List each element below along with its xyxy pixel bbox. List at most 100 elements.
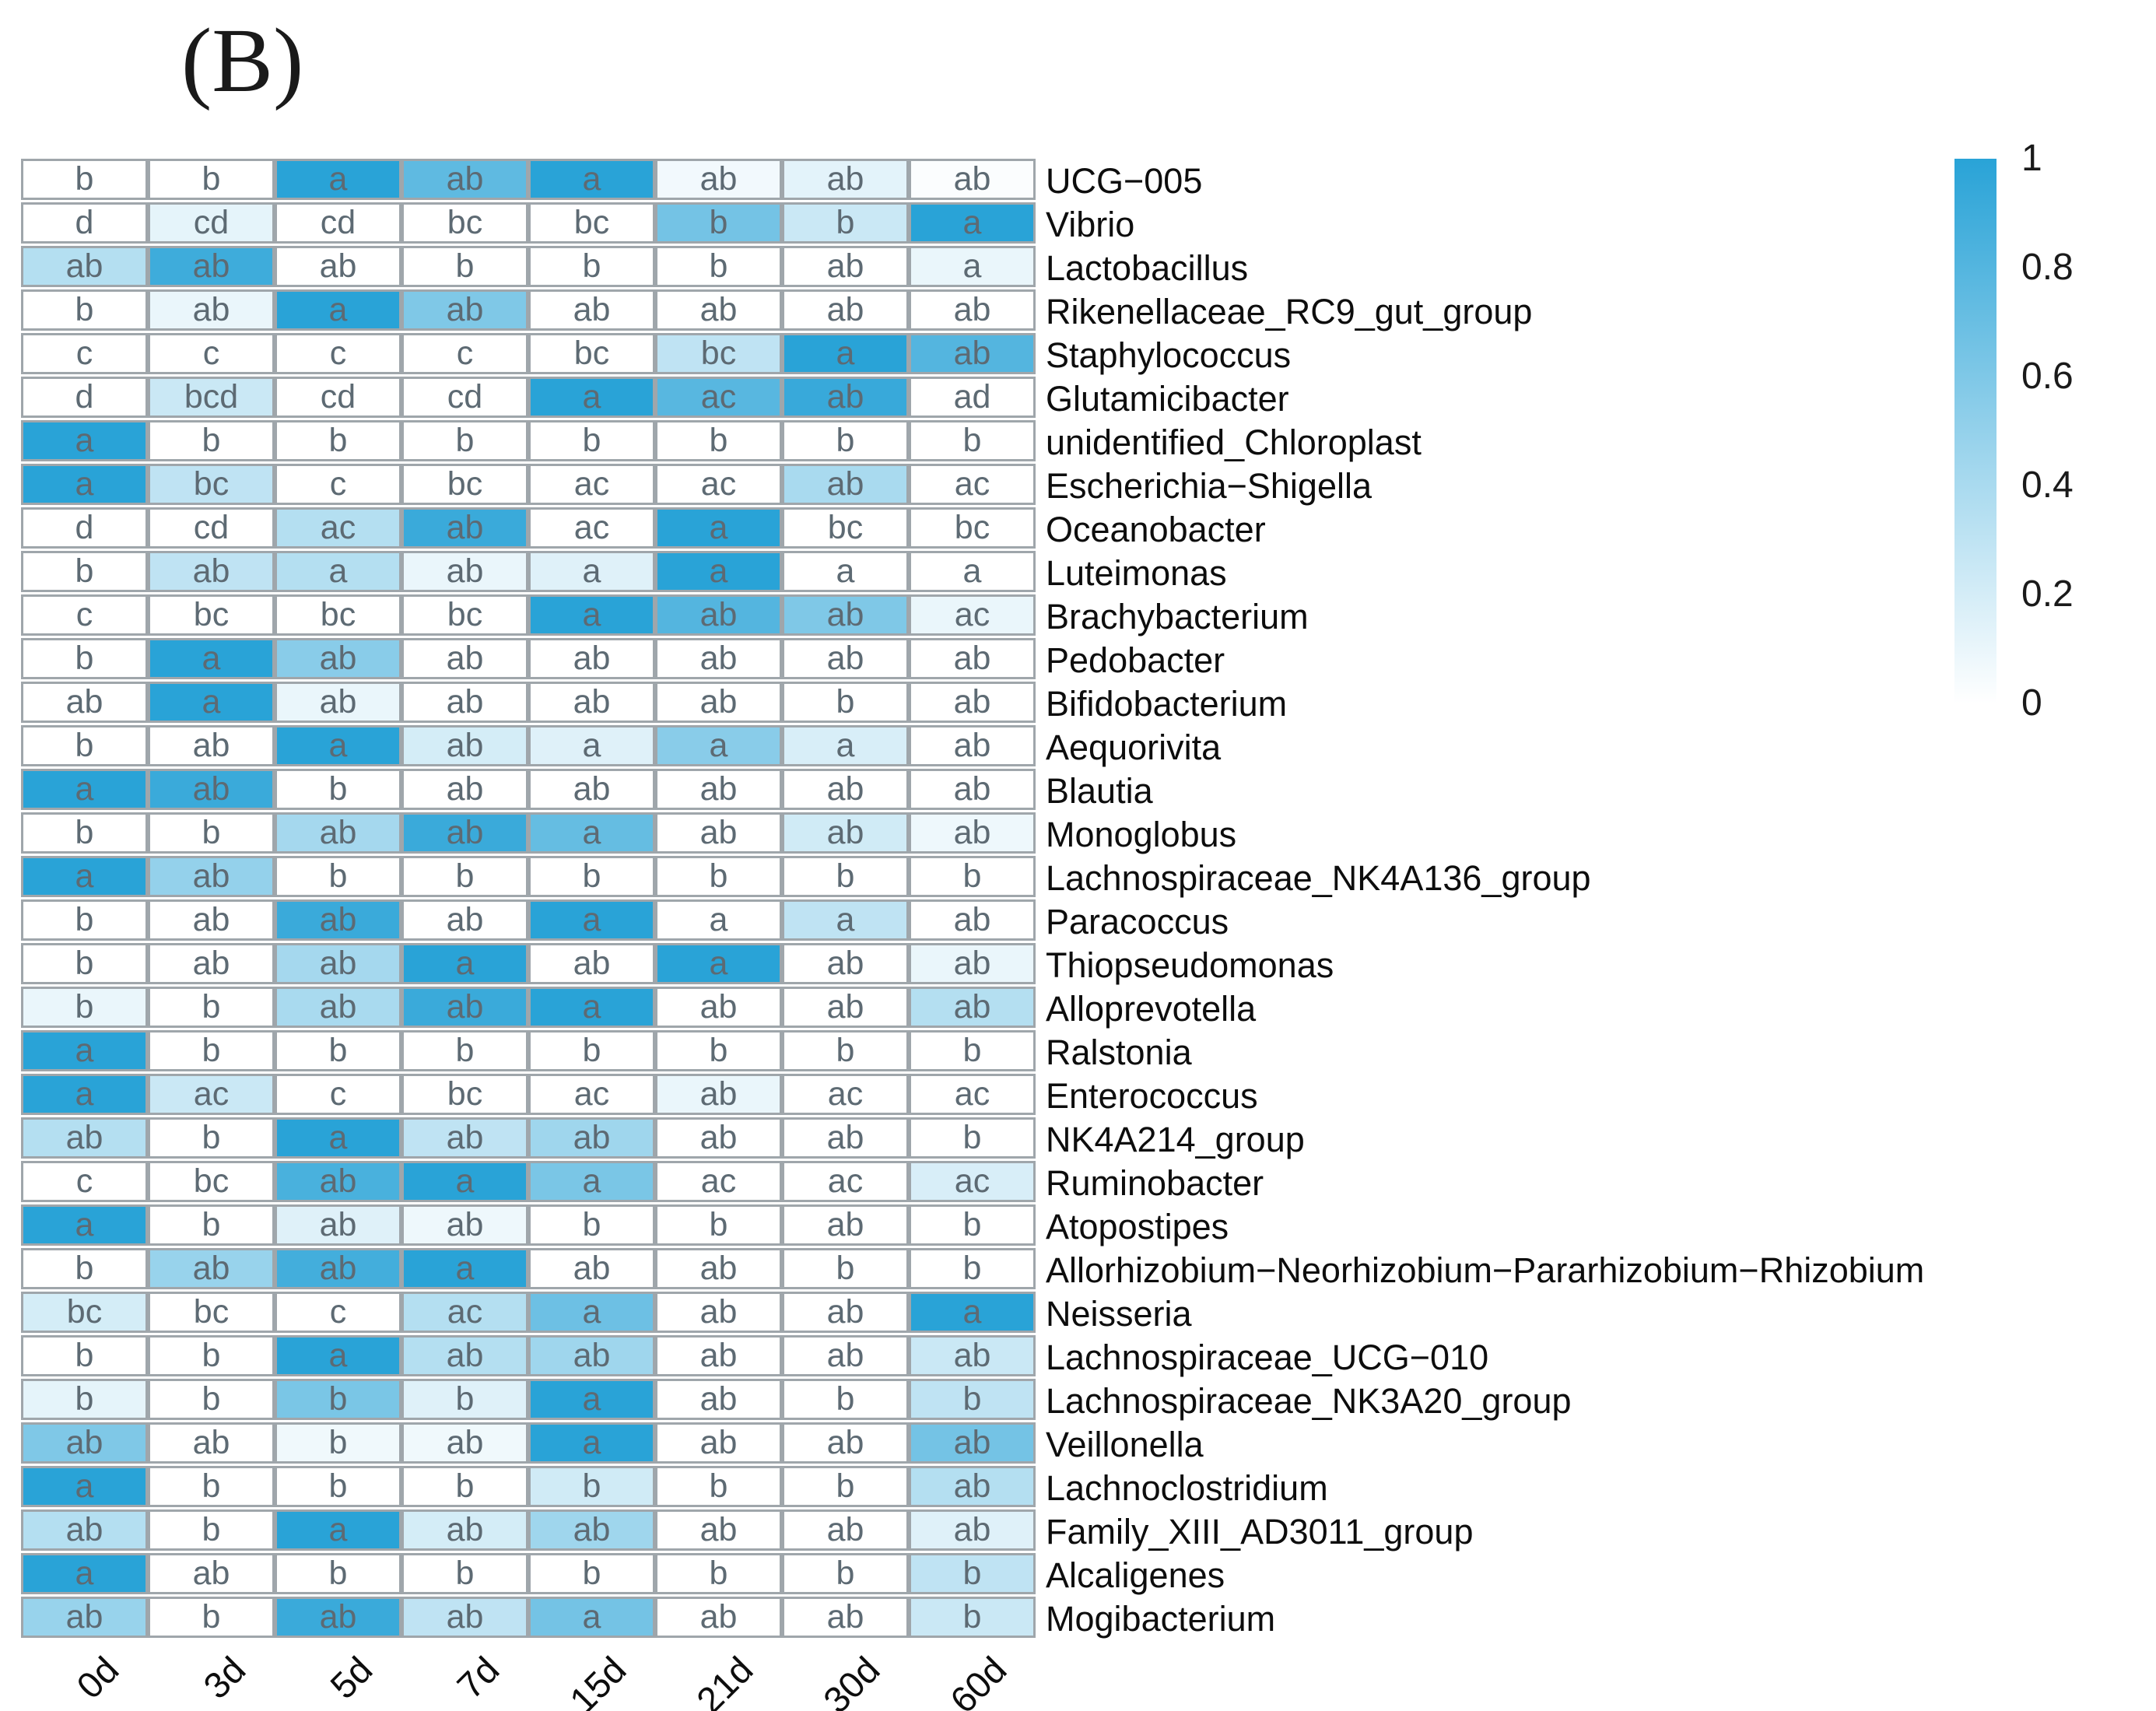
cell-letter: cd	[193, 204, 230, 241]
heatmap-cell: b	[401, 1379, 528, 1420]
heatmap-cell: c	[21, 594, 148, 636]
heatmap-cell: ab	[655, 1422, 782, 1464]
heatmap-cell: b	[148, 159, 275, 200]
cell-letter: ab	[953, 1511, 991, 1548]
x-axis-label: 21d	[688, 1648, 761, 1711]
cell-letter: ab	[192, 901, 230, 938]
heatmap-cell: a	[909, 202, 1036, 244]
heatmap-cell: a	[528, 812, 655, 854]
cell-letter: a	[582, 814, 601, 851]
cell-letter: a	[75, 1467, 94, 1505]
x-axis-label: 60d	[941, 1648, 1015, 1711]
row-label: unidentified_Chloroplast	[1046, 422, 1422, 462]
cell-letter: ab	[953, 988, 991, 1026]
heatmap-cell: b	[401, 1466, 528, 1507]
heatmap-cell: ab	[528, 1248, 655, 1289]
heatmap-cell: ab	[782, 987, 909, 1028]
heatmap-cell: ab	[401, 987, 528, 1028]
colorbar-tick-label: 0.8	[2021, 247, 2074, 288]
cell-letter: ab	[192, 552, 230, 590]
heatmap-cell: ab	[275, 682, 401, 723]
heatmap-cell: b	[21, 159, 148, 200]
heatmap-cell: ab	[782, 1509, 909, 1551]
heatmap-cell: b	[655, 246, 782, 287]
cell-letter: b	[328, 1467, 348, 1505]
cell-letter: ab	[826, 378, 864, 415]
cell-letter: a	[75, 465, 94, 503]
heatmap-cell: ab	[401, 159, 528, 200]
cell-letter: ab	[446, 1598, 484, 1636]
cell-letter: ad	[953, 378, 991, 415]
heatmap-cell: ab	[148, 1553, 275, 1594]
heatmap-cell: b	[148, 1597, 275, 1638]
cell-letter: ab	[826, 1424, 864, 1461]
heatmap-cell: b	[275, 1553, 401, 1594]
cell-letter: a	[328, 1119, 348, 1156]
heatmap-cell: b	[148, 987, 275, 1028]
heatmap-cell: a	[21, 1074, 148, 1115]
cell-letter: ac	[954, 596, 990, 633]
heatmap-cell: cd	[148, 507, 275, 549]
heatmap-cell: b	[655, 1030, 782, 1071]
heatmap-cell: b	[21, 1379, 148, 1420]
cell-letter: ab	[953, 770, 991, 808]
heatmap-cell: b	[275, 769, 401, 810]
cell-letter: b	[962, 422, 982, 459]
cell-letter: a	[709, 945, 728, 982]
row-label: Alloprevotella	[1046, 989, 1257, 1029]
cell-letter: a	[709, 509, 728, 546]
heatmap-cell: ab	[909, 899, 1036, 941]
heatmap-cell: b	[21, 638, 148, 679]
heatmap-cell: ac	[401, 1292, 528, 1333]
cell-letter: ab	[319, 640, 357, 677]
cell-letter: ab	[699, 1337, 738, 1374]
heatmap-cell: ab	[655, 638, 782, 679]
cell-letter: ab	[65, 1119, 103, 1156]
row-label: Pedobacter	[1046, 640, 1225, 680]
cell-letter: cd	[320, 378, 356, 415]
x-axis-label: 3d	[195, 1648, 254, 1707]
heatmap-cell: ac	[275, 507, 401, 549]
heatmap-cell: b	[401, 420, 528, 461]
heatmap-cell: bc	[148, 464, 275, 505]
cell-letter: bc	[573, 204, 610, 241]
cell-letter: a	[836, 901, 855, 938]
row-label: Staphylococcus	[1046, 335, 1292, 375]
row-label: Veillonella	[1046, 1425, 1204, 1464]
heatmap-cell: ab	[401, 551, 528, 592]
row-label: Glutamicibacter	[1046, 379, 1289, 419]
cell-letter: ac	[700, 465, 737, 503]
cell-letter: bc	[827, 509, 864, 546]
heatmap-cell: ad	[909, 377, 1036, 418]
row-label: Oceanobacter	[1046, 510, 1266, 549]
heatmap-cell: c	[148, 333, 275, 374]
heatmap-cell: c	[275, 1292, 401, 1333]
heatmap-cell: a	[21, 1553, 148, 1594]
cell-letter: bc	[447, 465, 483, 503]
cell-letter: c	[329, 465, 347, 503]
cell-letter: b	[455, 1555, 475, 1592]
heatmap-cell: b	[909, 1248, 1036, 1289]
cell-letter: a	[582, 160, 601, 198]
heatmap-cell: b	[148, 1466, 275, 1507]
heatmap-cell: a	[655, 551, 782, 592]
cell-letter: b	[202, 1032, 221, 1069]
heatmap-cell: ab	[401, 1422, 528, 1464]
cell-letter: ac	[573, 1075, 610, 1113]
cell-letter: a	[75, 422, 94, 459]
heatmap-cell: ab	[401, 1204, 528, 1246]
heatmap-cell: ab	[401, 812, 528, 854]
cell-letter: a	[328, 727, 348, 764]
row-label: Neisseria	[1046, 1294, 1192, 1334]
cell-letter: cd	[193, 509, 230, 546]
heatmap-cell: a	[782, 899, 909, 941]
heatmap-cell: a	[909, 246, 1036, 287]
heatmap-cell: ab	[21, 1422, 148, 1464]
heatmap-cell: b	[528, 1030, 655, 1071]
cell-letter: bc	[700, 335, 737, 372]
cell-letter: ab	[319, 247, 357, 285]
cell-letter: ab	[826, 640, 864, 677]
row-label: Escherichia−Shigella	[1046, 466, 1372, 506]
heatmap-cell: b	[655, 856, 782, 897]
cell-letter: a	[582, 1293, 601, 1331]
